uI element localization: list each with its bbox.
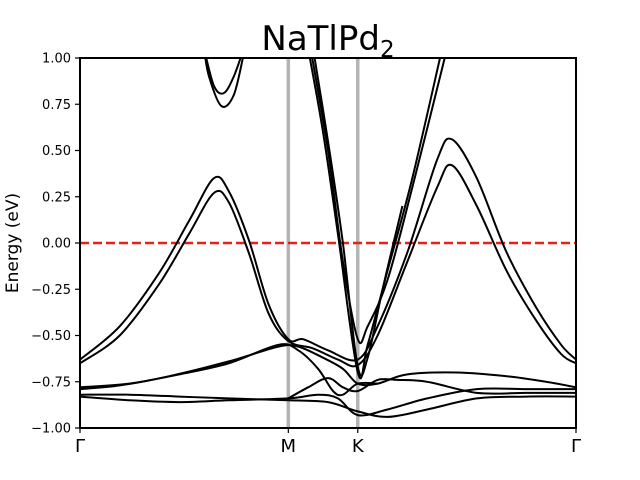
y-tick-label-6: 0.50 [42, 144, 71, 159]
band-line-3 [204, 58, 244, 108]
y-tick-label-5: 0.25 [42, 190, 71, 205]
y-tick-label-4: 0.00 [42, 237, 71, 252]
x-tick-label-0: Γ [75, 436, 85, 457]
band-line-11 [287, 377, 576, 400]
y-axis: −1.00 −0.75 −0.50 −0.25 0.00 0.25 0.50 0.75 1.00 [31, 52, 80, 437]
chart-title-subscript: 2 [380, 37, 395, 63]
x-tick-label-1: M [281, 436, 297, 457]
band-line-6 [313, 58, 404, 377]
band-lines [80, 58, 576, 418]
y-tick-label-2: −0.50 [31, 329, 71, 344]
y-tick-label-1: −0.75 [31, 375, 71, 390]
band-line-8 [80, 343, 378, 397]
x-tick-label-3: Γ [571, 436, 581, 457]
band-line-10 [80, 393, 576, 418]
y-tick-label-8: 1.00 [42, 52, 71, 67]
band-line-9 [80, 387, 576, 417]
y-tick-label-3: −0.25 [31, 283, 71, 298]
x-tick-label-2: K [352, 436, 365, 457]
band-line-2 [205, 58, 242, 95]
chart-title-main: NaTlPd [261, 19, 380, 59]
y-axis-label: Energy (eV) [3, 193, 23, 293]
band-line-1 [80, 137, 576, 362]
y-tick-label-0: −1.00 [31, 422, 71, 437]
band-line-0 [80, 163, 576, 368]
band-line-4 [311, 58, 446, 345]
chart-title: NaTlPd2 [261, 19, 394, 63]
y-tick-label-7: 0.75 [42, 98, 71, 113]
